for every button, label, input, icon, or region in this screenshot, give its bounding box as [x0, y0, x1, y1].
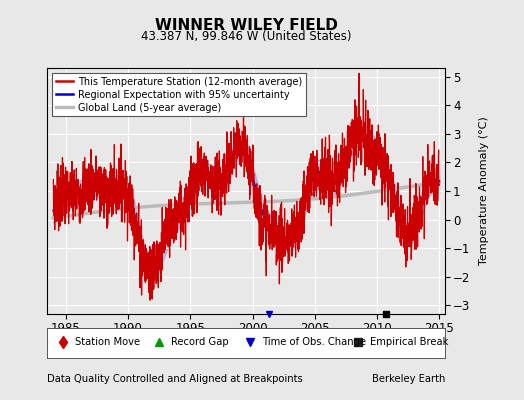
Text: Empirical Break: Empirical Break	[370, 338, 448, 347]
Text: Data Quality Controlled and Aligned at Breakpoints: Data Quality Controlled and Aligned at B…	[47, 374, 303, 384]
Text: Berkeley Earth: Berkeley Earth	[372, 374, 445, 384]
Text: WINNER WILEY FIELD: WINNER WILEY FIELD	[155, 18, 337, 33]
Y-axis label: Temperature Anomaly (°C): Temperature Anomaly (°C)	[479, 117, 489, 265]
Legend: This Temperature Station (12-month average), Regional Expectation with 95% uncer: This Temperature Station (12-month avera…	[52, 73, 307, 116]
Text: 43.387 N, 99.846 W (United States): 43.387 N, 99.846 W (United States)	[141, 30, 352, 43]
Text: Station Move: Station Move	[75, 338, 140, 347]
Text: Record Gap: Record Gap	[171, 338, 228, 347]
Text: Time of Obs. Change: Time of Obs. Change	[262, 338, 366, 347]
